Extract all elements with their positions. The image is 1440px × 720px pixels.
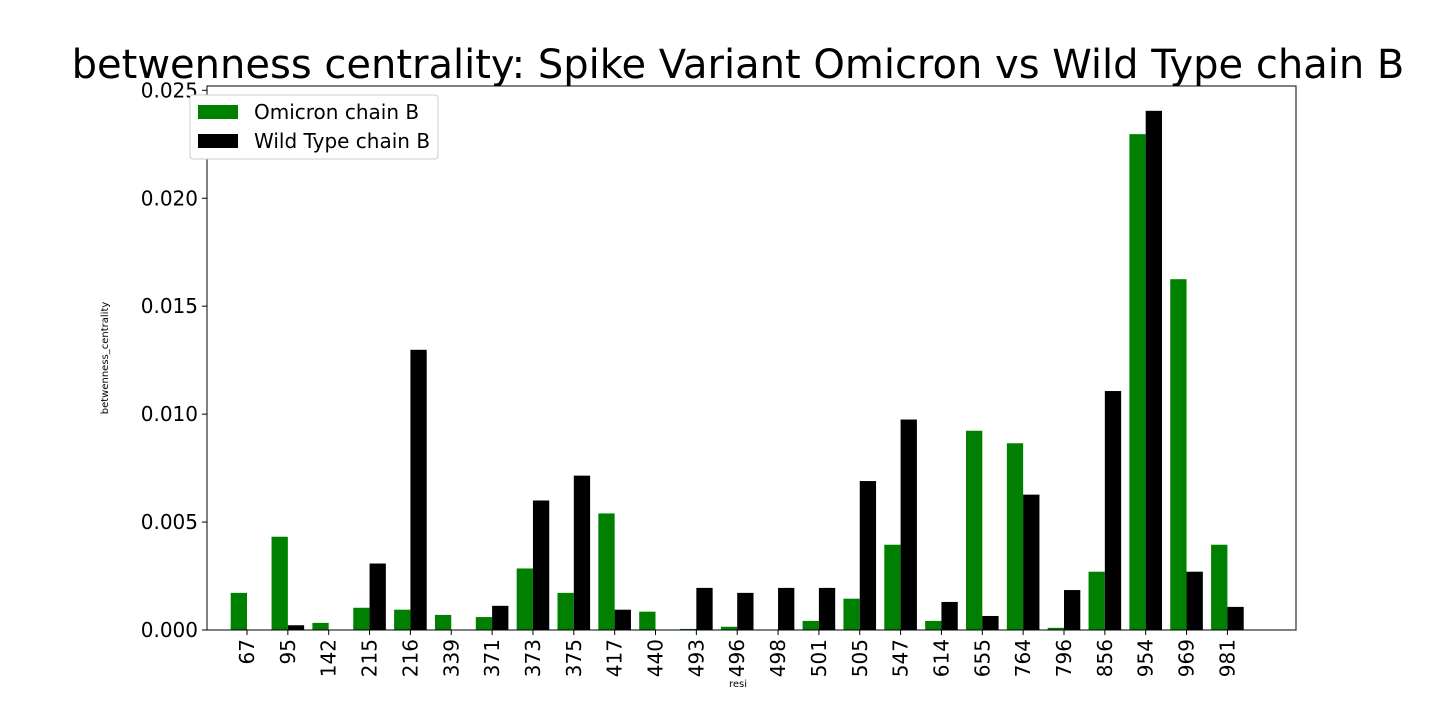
bar-wild-type-981 — [1227, 606, 1244, 630]
legend-swatch-omicron — [198, 105, 238, 119]
bar-omicron-796 — [1047, 627, 1064, 630]
x-tick-label: 339 — [439, 639, 463, 677]
x-tick-label: 498 — [766, 639, 790, 677]
bar-omicron-216 — [394, 609, 411, 630]
bar-wild-type-375 — [573, 475, 591, 630]
legend-label-wild-type: Wild Type chain B — [254, 129, 430, 153]
bar-omicron-440 — [639, 611, 656, 630]
bar-wild-type-764 — [1023, 494, 1040, 630]
x-tick-label: 95 — [276, 639, 300, 664]
bar-omicron-67 — [230, 592, 247, 630]
x-axis-label: resi — [729, 679, 747, 690]
x-tick-label: 375 — [562, 639, 586, 677]
x-tick-label: 216 — [398, 639, 422, 677]
bar-wild-type-954 — [1145, 110, 1162, 631]
bar-wild-type-493 — [696, 587, 713, 630]
x-tick-label: 505 — [848, 639, 872, 677]
bar-omicron-339 — [434, 614, 452, 630]
y-tick-label: 0.005 — [141, 510, 198, 534]
x-tick-label: 614 — [929, 639, 953, 677]
plot-area-frame — [206, 85, 1297, 631]
x-tick-label: 496 — [725, 639, 749, 677]
bar-omicron-496 — [720, 626, 738, 630]
bar-omicron-493 — [680, 628, 697, 630]
bar-wild-type-547 — [900, 419, 917, 630]
bar-omicron-417 — [598, 513, 615, 630]
bar-omicron-373 — [516, 568, 533, 630]
x-tick-label: 67 — [235, 639, 259, 664]
bar-wild-type-417 — [614, 609, 631, 630]
legend-swatch-wild-type — [198, 134, 238, 148]
x-tick-label: 501 — [807, 639, 831, 677]
legend-frame — [189, 94, 439, 160]
x-axis: 67 95 142 215 216 339 371 373 375 417 440 493 496 498… — [235, 630, 1239, 677]
bar-omicron-371 — [475, 617, 493, 630]
x-tick-label: 981 — [1215, 639, 1239, 677]
x-tick-label: 547 — [889, 639, 913, 677]
legend: Omicron chain B Wild Type chain B — [189, 94, 439, 160]
bar-omicron-505 — [843, 598, 860, 630]
bar-omicron-215 — [353, 607, 370, 630]
y-tick-label: 0.015 — [141, 294, 198, 318]
y-tick-label: 0.000 — [141, 618, 198, 642]
bar-wild-type-614 — [941, 601, 958, 630]
x-tick-label: 796 — [1052, 639, 1076, 677]
bar-omicron-501 — [802, 620, 819, 630]
x-tick-label: 493 — [684, 639, 708, 677]
y-tick-label: 0.010 — [141, 402, 198, 426]
x-tick-label: 440 — [644, 639, 668, 677]
bar-wild-type-796 — [1064, 590, 1081, 630]
y-tick-label: 0.020 — [141, 186, 198, 210]
x-tick-label: 969 — [1175, 639, 1199, 677]
bar-omicron-95 — [271, 536, 288, 630]
bar-omicron-764 — [1006, 443, 1024, 630]
bar-wild-type-216 — [410, 349, 427, 630]
x-tick-label: 142 — [317, 639, 341, 677]
bar-wild-type-505 — [859, 481, 877, 630]
bar-wild-type-969 — [1186, 571, 1203, 630]
x-tick-label: 417 — [603, 639, 627, 677]
bar-wild-type-501 — [818, 587, 836, 630]
bars-group — [230, 110, 1244, 631]
bar-omicron-142 — [312, 622, 329, 630]
y-axis-label: betwenness_centrality — [100, 302, 111, 415]
bar-omicron-375 — [557, 592, 574, 630]
x-tick-label: 655 — [970, 639, 994, 677]
bar-omicron-954 — [1129, 134, 1146, 630]
x-tick-label: 764 — [1011, 639, 1035, 677]
y-tick-label: 0.025 — [141, 78, 198, 102]
bar-wild-type-373 — [532, 500, 550, 630]
bar-omicron-547 — [884, 544, 901, 630]
bar-wild-type-655 — [982, 615, 999, 630]
bar-omicron-614 — [925, 620, 942, 630]
bar-omicron-969 — [1170, 279, 1187, 630]
bar-wild-type-498 — [778, 587, 795, 630]
x-tick-label: 215 — [358, 639, 382, 677]
bar-wild-type-371 — [492, 605, 509, 630]
x-tick-label: 954 — [1134, 639, 1158, 677]
x-tick-label: 371 — [480, 639, 504, 677]
bar-wild-type-496 — [737, 592, 754, 630]
chart-title: betwenness centrality: Spike Variant Omi… — [72, 42, 1405, 88]
bar-omicron-981 — [1211, 544, 1228, 630]
x-tick-label: 373 — [521, 639, 545, 677]
bar-omicron-655 — [966, 430, 983, 630]
bar-wild-type-856 — [1104, 391, 1122, 630]
bar-omicron-856 — [1088, 571, 1105, 630]
y-axis: 0.000 0.005 0.010 0.015 0.020 0.025 — [141, 78, 207, 642]
bar-wild-type-95 — [287, 625, 305, 630]
x-tick-label: 856 — [1093, 639, 1117, 677]
bar-wild-type-215 — [369, 563, 386, 630]
legend-label-omicron: Omicron chain B — [254, 100, 419, 124]
